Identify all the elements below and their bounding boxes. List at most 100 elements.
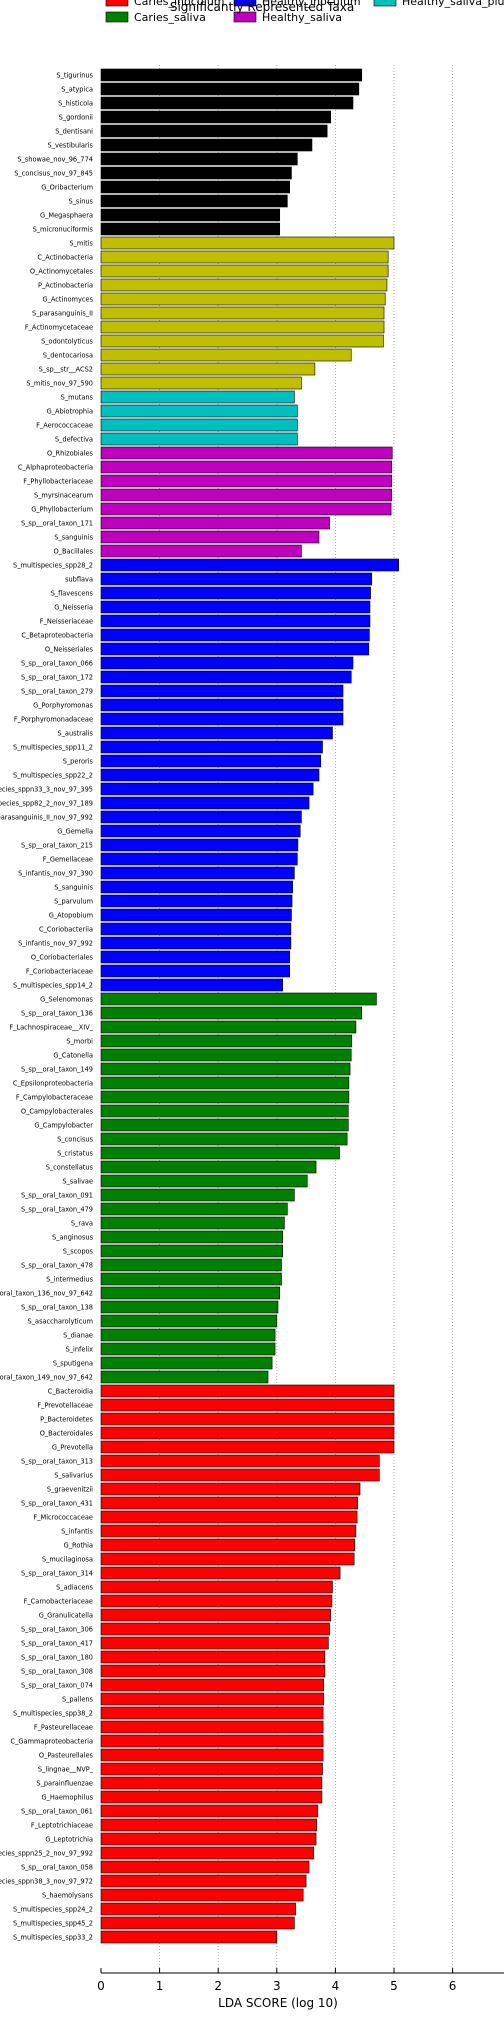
bar-S_scopos: [100, 1244, 283, 1258]
bar-label: S_myrsinacearum: [34, 491, 93, 499]
bar-S_multispecies_spp45_2: [100, 1916, 295, 1930]
bar-label: S_parasanguinis_II: [32, 309, 93, 317]
bar-label: S_sp__oral_taxon_172: [21, 673, 93, 681]
bar-G_Catonella: [100, 1048, 352, 1062]
bar-label: subflava: [65, 575, 93, 583]
bar-S_salivarius: [100, 1468, 380, 1482]
bar-label: S_graevenitzii: [47, 1485, 93, 1493]
bar-S_salivae: [100, 1174, 308, 1188]
bar-label: S_infelix: [66, 1345, 94, 1353]
legend-swatch: [233, 11, 257, 23]
bar-label: S_dentisani: [55, 127, 93, 135]
bar-label: S_sp__oral_taxon_066: [21, 659, 93, 667]
bar-label: G_Neisseria: [54, 603, 93, 611]
bar-S_sp__oral_taxon_138: [100, 1300, 279, 1314]
bar-G_Granulicatella: [100, 1608, 332, 1622]
bar-label: C_Alphaproteobacteria: [18, 463, 93, 471]
bar-label: S_anginosus: [52, 1233, 94, 1241]
bar-label: F_Coriobacteriaceae: [26, 967, 93, 975]
bar-S_constellatus: [100, 1160, 317, 1174]
bar-label: S_mucilaginosa: [42, 1555, 93, 1563]
bar-label: G_Campylobacter: [34, 1121, 93, 1129]
bar-label: S_sp__oral_taxon_314: [21, 1569, 93, 1577]
tick-label: 4: [332, 1979, 340, 1993]
bar-label: F_Prevotellaceae: [37, 1401, 93, 1409]
bar-label: S_sp__oral_taxon_136_nov_97_642: [0, 1289, 93, 1297]
bar-C_Betaproteobacteria: [100, 628, 370, 642]
bar-C_Coriobacteriia: [100, 922, 292, 936]
bar-label: C_Bacteroidia: [48, 1387, 93, 1395]
bar-O_Coriobacteriales: [100, 950, 290, 964]
bar-label: S_sp__oral_taxon_061: [21, 1807, 93, 1815]
bar-O_Neisseriales: [100, 642, 370, 656]
bar-F_Coriobacteriaceae: [100, 964, 290, 978]
bar-label: S_pallens: [62, 1695, 94, 1703]
category-labels: S_tigurinus S_atypica S_histicola S_gordoni…: [0, 71, 94, 1941]
bars-layer: [100, 68, 399, 1944]
bar-S_sinus: [100, 194, 288, 208]
bar-S_vestibularis: [100, 138, 313, 152]
bar-S_dentocariosa: [100, 348, 352, 362]
bar-S_myrsinacearum: [100, 488, 392, 502]
bar-label: S_asaccharolyticum: [28, 1317, 93, 1325]
bar-label: S_odontolyticus: [41, 337, 93, 345]
bar-F_Neisseriaceae: [100, 614, 371, 628]
bar-label: F_Phyllobacteriaceae: [23, 477, 93, 485]
bar-label: S_multispecies_spp22_2: [13, 771, 93, 779]
bar-S_histicola: [100, 96, 354, 110]
bar-label: S_salivarius: [54, 1471, 93, 1479]
bar-C_Gammaproteobacteria: [100, 1734, 324, 1748]
bar-O_Bacteroidales: [100, 1426, 395, 1440]
bar-subflava: [100, 572, 373, 586]
bar-S_sp__oral_taxon_136_nov_97_642: [100, 1286, 281, 1300]
bar-label: G_Granulicatella: [39, 1611, 93, 1619]
bar-label: F_Gemellaceae: [43, 855, 93, 863]
bar-label: S_showae_nov_96_774: [17, 155, 93, 163]
bar-S_sp__oral_taxon_061: [100, 1804, 319, 1818]
bar-label: S_concisus: [57, 1135, 93, 1143]
bar-label: S_multispecies_spp24_2: [13, 1905, 93, 1913]
bar-S_concisus_nov_97_845: [100, 166, 292, 180]
bar-S_pallens: [100, 1692, 324, 1706]
bar-S_morbi: [100, 1034, 353, 1048]
bar-S_parasanguinis_II: [100, 306, 385, 320]
bar-label: S_histicola: [58, 99, 93, 107]
bar-S_multispecies_spp28_2: [100, 558, 399, 572]
bar-label: S_morbi: [66, 1037, 93, 1045]
bar-label: S_concisus_nov_97_845: [14, 169, 93, 177]
bar-S_sp__oral_taxon_149: [100, 1062, 351, 1076]
bar-S_sp__oral_taxon_279: [100, 684, 344, 698]
bar-label: S_parvulum: [54, 897, 93, 905]
bar-label: S_sanguinis: [54, 883, 93, 891]
tick-label: 1: [156, 1979, 164, 1993]
bar-S_australis: [100, 726, 333, 740]
bar-F_Pasteurellaceae: [100, 1720, 324, 1734]
bar-label: S_constellatus: [46, 1163, 94, 1171]
bar-label: G_Catonella: [53, 1051, 93, 1059]
bar-S_dentisani: [100, 124, 328, 138]
bar-S_multispecies_spp22_2: [100, 768, 320, 782]
bar-label: O_Actinomycetales: [30, 267, 94, 275]
bar-S_sp__oral_taxon_431: [100, 1496, 358, 1510]
bar-label: C_Gammaproteobacteria: [11, 1737, 93, 1745]
bar-label: S_sp__oral_taxon_171: [21, 519, 93, 527]
bar-S_odontolyticus: [100, 334, 384, 348]
bar-S_sp__oral_taxon_091: [100, 1188, 295, 1202]
tick-label: 5: [390, 1979, 398, 1993]
bar-S_cristatus: [100, 1146, 340, 1160]
bar-label: S_haemolysans: [42, 1891, 94, 1899]
bar-S_mitis: [100, 236, 395, 250]
bar-S_graevenitzii: [100, 1482, 361, 1496]
bar-S_sp__oral_taxon_058: [100, 1860, 310, 1874]
bar-label: O_Pasteurellales: [39, 1751, 94, 1759]
bar-label: C_Coriobacteriia: [39, 925, 93, 933]
bar-label: S_sp__oral_taxon_313: [21, 1457, 93, 1465]
bar-S_infantis_nov_97_992: [100, 936, 292, 950]
bar-label: S_sp__oral_taxon_306: [21, 1625, 93, 1633]
bar-label: S_sputigena: [53, 1359, 93, 1367]
bar-G_Haemophilus: [100, 1790, 323, 1804]
bar-label: S_multispecies_spp38_2: [13, 1709, 93, 1717]
bar-label: S_sanguinis: [54, 533, 93, 541]
bar-label: S_sp__oral_taxon_215: [21, 841, 93, 849]
legend-label: Caries_saliva: [134, 11, 206, 24]
